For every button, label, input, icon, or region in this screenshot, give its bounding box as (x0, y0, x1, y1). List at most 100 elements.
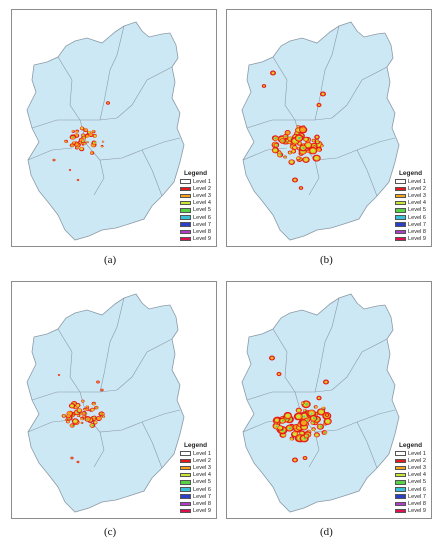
legend-swatch (180, 179, 191, 184)
legend-label: Level 1 (193, 450, 212, 457)
district-boundary (272, 328, 296, 393)
hotspot-level-5 (276, 144, 278, 146)
district-boundary (79, 119, 181, 161)
legend-swatch (395, 193, 406, 199)
legend-swatch (395, 186, 406, 192)
district-boundary (356, 421, 378, 469)
legend-item: Level 5 (395, 207, 426, 214)
hotspot-level-5 (100, 413, 102, 415)
hotspot-level-3 (83, 408, 87, 411)
hotspot-level-5 (289, 151, 292, 154)
legend-item: Level 9 (180, 236, 211, 243)
hotspot-level-6 (298, 148, 300, 150)
hotspot-level-4 (292, 432, 297, 436)
hotspots-a (52, 101, 110, 182)
study-area-outline (26, 293, 185, 513)
legend-label: Level 8 (408, 500, 427, 507)
hotspot-level-3 (277, 372, 281, 376)
map-panel-b: Legend Level 1 Level 2 Level 3 Level 4 Level … (226, 9, 432, 247)
map-a (26, 21, 185, 241)
hotspot-level-4 (271, 357, 273, 359)
legend-item: Level 9 (180, 508, 211, 515)
hotspot-level-3 (71, 457, 73, 459)
legend-label: Level 5 (408, 207, 427, 214)
study-area-outline (26, 21, 185, 241)
hotspot-level-4 (84, 142, 86, 144)
hotspot-level-6 (298, 137, 300, 140)
hotspot-level-4 (80, 413, 82, 415)
map-panel-c: Legend Level 1 Level 2 Level 3 Level 4 Level … (11, 281, 217, 519)
hotspot-level-3 (77, 461, 79, 463)
hotspot-level-5 (306, 435, 308, 437)
legend-item: Level 7 (180, 221, 211, 228)
hotspot-level-4 (319, 410, 323, 414)
hotspot-level-5 (63, 415, 66, 417)
hotspot-level-4 (297, 409, 301, 412)
hotspot-level-5 (83, 140, 85, 142)
hotspot-level-4 (321, 145, 323, 147)
hotspot-level-4 (285, 413, 290, 418)
legend-item: Level 6 (180, 214, 211, 221)
legend-label: Level 2 (408, 185, 427, 192)
legend-swatch (395, 487, 406, 492)
legend-swatch (395, 208, 406, 213)
hotspot-level-4 (314, 156, 319, 160)
legend-label: Level 1 (408, 178, 427, 185)
legend-item: Level 7 (395, 493, 426, 500)
hotspot-level-3 (90, 151, 94, 155)
hotspot-level-5 (93, 403, 95, 405)
hotspot-level-3 (58, 374, 60, 376)
hotspot-level-4 (82, 134, 85, 136)
caption-c: (c) (104, 526, 117, 538)
legend-label: Level 2 (193, 185, 212, 192)
hotspot-level-3 (300, 420, 307, 426)
hotspot-level-5 (313, 139, 315, 142)
hotspot-level-4 (67, 421, 69, 423)
legend-swatch (180, 193, 191, 199)
legend-label: Level 4 (408, 200, 427, 207)
hotspot-level-4 (304, 138, 308, 141)
legend-item: Level 8 (395, 228, 426, 235)
hotspot-level-6 (274, 137, 276, 140)
hotspot-level-4 (292, 150, 295, 153)
hotspot-level-4 (296, 414, 301, 419)
hotspot-level-5 (76, 147, 79, 149)
legend-swatch (180, 236, 191, 242)
legend-swatch (180, 229, 191, 235)
legend-label: Level 9 (408, 236, 427, 243)
hotspot-level-3 (82, 415, 86, 418)
legend-swatch (180, 451, 191, 456)
legend-swatch (180, 480, 191, 485)
district-boundary (57, 328, 81, 393)
legend-swatch (395, 508, 406, 514)
hotspot-level-3 (100, 145, 103, 148)
hotspot-level-5 (306, 419, 309, 422)
map-d (241, 293, 400, 513)
legend-swatch (180, 472, 191, 478)
map-b (241, 21, 400, 241)
legend-title: Legend (398, 442, 423, 449)
district-boundary (141, 149, 163, 197)
hotspot-level-5 (96, 407, 98, 409)
hotspot-level-5 (72, 136, 75, 138)
hotspot-level-4 (275, 418, 279, 422)
hotspot-level-5 (319, 425, 322, 428)
legend-swatch (180, 458, 191, 464)
hotspot-level-6 (275, 425, 278, 428)
hotspot-level-4 (82, 400, 84, 402)
hotspot-level-4 (298, 142, 301, 145)
legend-swatch (395, 215, 406, 220)
hotspot-level-4 (290, 160, 294, 164)
district-boundary (116, 66, 173, 119)
legend-label: Level 2 (193, 457, 212, 464)
hotspot-level-3 (285, 130, 290, 135)
hotspot-level-4 (325, 381, 327, 383)
map-panel-d: Legend Level 1 Level 2 Level 3 Level 4 Level … (226, 281, 432, 519)
district-boundary (93, 159, 105, 196)
hotspot-level-3 (106, 102, 110, 104)
hotspot-level-4 (88, 131, 91, 134)
legend-label: Level 6 (193, 214, 212, 221)
legend-item: Level 8 (180, 228, 211, 235)
legend-label: Level 9 (193, 236, 212, 243)
hotspot-level-3 (53, 159, 55, 161)
